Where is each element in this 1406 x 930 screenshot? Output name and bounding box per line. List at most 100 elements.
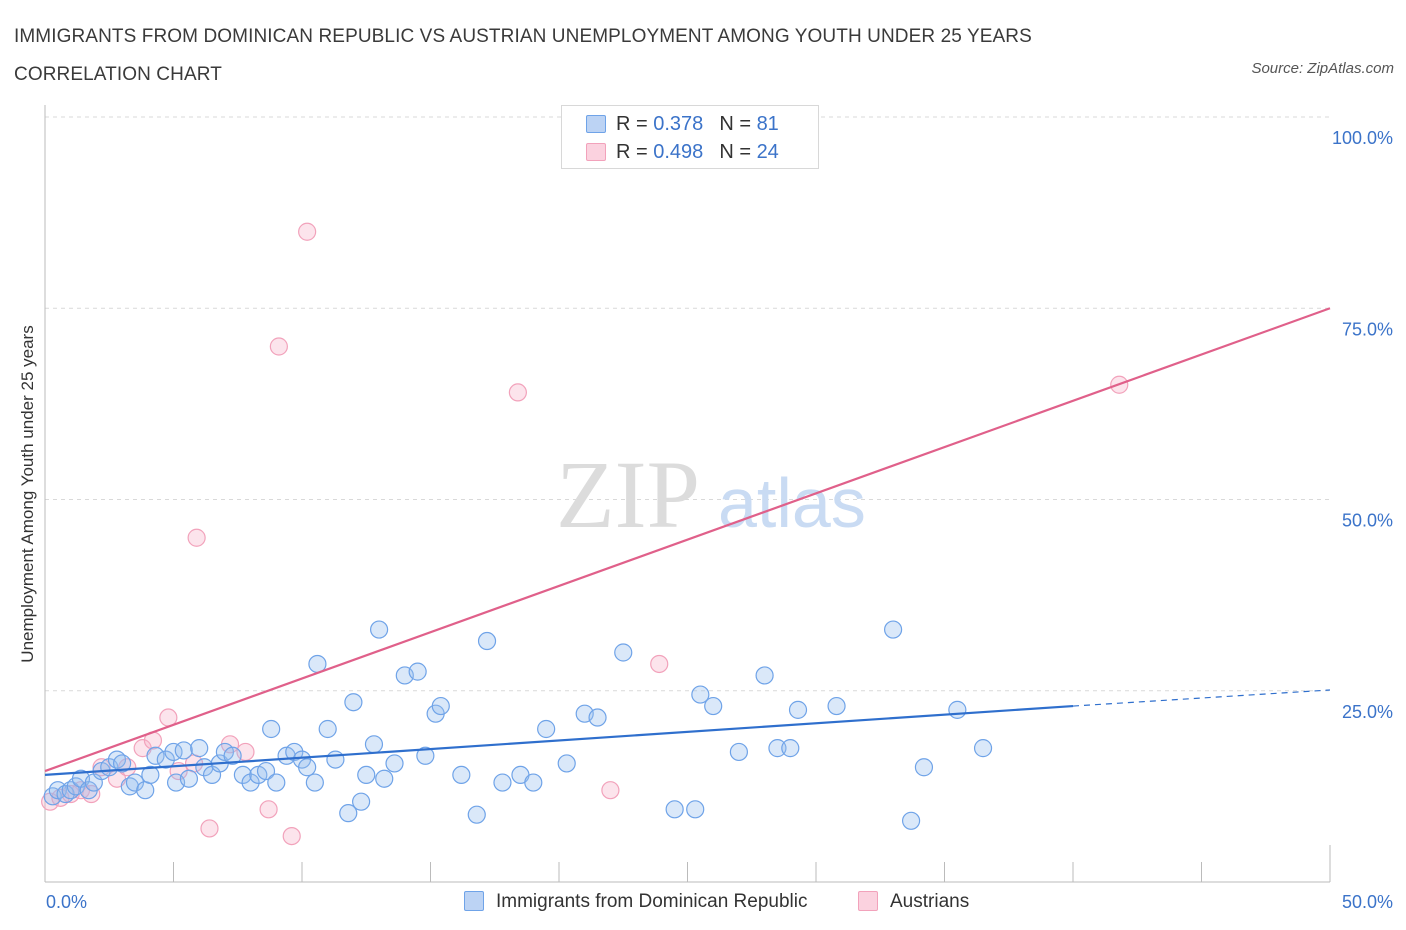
data-point-dominican <box>691 685 710 704</box>
data-point-dominican <box>262 719 281 739</box>
data-point-austrians <box>650 654 669 674</box>
tick-labels: 25.0% 50.0% 75.0% 100.0% 0.0% 50.0% <box>46 128 1393 912</box>
legend-n-label: N = <box>719 141 751 163</box>
data-point-dominican <box>267 773 286 792</box>
trend-lines <box>44 307 1331 776</box>
bottom-legend-austrians: Austrians <box>858 888 969 916</box>
data-point-dominican <box>416 746 435 765</box>
data-point-dominican <box>704 696 723 716</box>
data-point-dominican <box>112 754 132 773</box>
data-point-dominican <box>190 739 209 758</box>
data-point-austrians <box>200 819 219 838</box>
bottom-legend-swatch-austrians <box>858 891 878 911</box>
data-point-dominican <box>344 693 363 712</box>
gridlines <box>45 116 1330 692</box>
legend-n-value: 81 <box>756 113 779 135</box>
data-point-dominican <box>318 719 337 739</box>
data-point-dominican <box>305 773 324 792</box>
data-point-dominican <box>141 765 160 785</box>
data-point-dominican <box>352 792 371 811</box>
data-point-dominican <box>375 769 394 788</box>
data-point-austrians <box>282 826 301 846</box>
data-point-dominican <box>948 700 967 719</box>
legend-row-austrians: R = 0.498 N = 24 <box>586 139 795 165</box>
bottom-legend-label-austrians: Austrians <box>890 891 970 912</box>
y-tick-label: 100.0% <box>1332 128 1393 148</box>
y-tick-label: 50.0% <box>1342 511 1393 531</box>
legend-swatch-dominican <box>586 115 606 133</box>
data-point-dominican <box>370 620 389 639</box>
data-point-dominican <box>588 708 607 727</box>
data-point-dominican <box>973 739 993 758</box>
data-point-dominican <box>339 804 358 823</box>
data-point-dominican <box>223 746 242 765</box>
data-point-dominican <box>241 773 260 792</box>
data-point-dominican <box>788 700 808 719</box>
data-point-dominican <box>298 758 317 777</box>
watermark: ZIP atlas <box>556 441 866 548</box>
y-tick-label: 75.0% <box>1342 319 1393 339</box>
legend-r-value: 0.378 <box>653 113 704 135</box>
axes <box>44 105 1331 883</box>
data-point-dominican <box>477 631 497 651</box>
data-point-dominican <box>431 696 450 716</box>
bottom-legend-swatch-dominican <box>464 891 484 911</box>
legend-row-dominican: R = 0.378 N = 81 <box>586 111 795 137</box>
data-point-dominican <box>729 742 749 762</box>
data-point-dominican <box>146 746 165 765</box>
data-point-dominican <box>537 719 556 739</box>
data-point-dominican <box>233 765 252 785</box>
data-point-dominican <box>901 811 921 830</box>
data-point-austrians <box>269 337 288 356</box>
legend-swatch-austrians <box>586 143 606 161</box>
data-point-dominican <box>125 773 145 792</box>
trend-line-dominican <box>44 704 1074 776</box>
data-point-dominican <box>256 761 276 781</box>
data-point-dominican <box>686 800 705 819</box>
data-point-dominican <box>827 696 846 716</box>
data-point-dominican <box>179 769 199 788</box>
data-point-dominican <box>285 742 304 762</box>
data-point-dominican <box>326 750 345 769</box>
legend-n-value: 24 <box>756 141 779 163</box>
data-point-dominican <box>614 643 633 662</box>
data-point-dominican <box>385 754 404 773</box>
data-point-dominican <box>493 773 512 792</box>
data-point-dominican <box>768 739 787 758</box>
legend-r-value: 0.498 <box>653 141 704 163</box>
data-point-dominican <box>364 735 384 754</box>
data-point-dominican <box>883 620 903 639</box>
data-point-dominican <box>408 662 427 681</box>
bottom-legend-dominican: Immigrants from Dominican Republic <box>464 888 808 916</box>
legend-n-label: N = <box>719 113 751 135</box>
data-point-dominican <box>665 800 684 819</box>
y-axis-label: Unemployment Among Youth under 25 years <box>18 325 37 662</box>
data-point-dominican <box>781 739 800 758</box>
data-point-dominican <box>174 741 193 760</box>
data-point-austrians <box>259 800 278 819</box>
data-point-dominican <box>136 781 155 800</box>
data-point-dominican <box>156 750 175 769</box>
data-point-dominican <box>557 754 576 773</box>
watermark-zip: ZIP <box>556 441 700 548</box>
x-tick-label: 50.0% <box>1342 892 1393 912</box>
data-point-dominican <box>452 765 471 785</box>
trend-line-austrians <box>44 307 1331 773</box>
x-tick-label: 0.0% <box>46 892 87 912</box>
chart-source: Source: ZipAtlas.com <box>1251 60 1394 77</box>
legend-r-label: R = <box>616 141 648 163</box>
trend-line-dominican-extension <box>1072 689 1331 707</box>
data-point-austrians <box>187 528 206 547</box>
series-dominican-republic <box>43 620 993 830</box>
data-point-austrians <box>508 383 527 402</box>
data-point-austrians <box>601 781 620 800</box>
data-point-dominican <box>524 773 543 792</box>
chart-title: IMMIGRANTS FROM DOMINICAN REPUBLIC VS AU… <box>14 26 1032 85</box>
data-point-dominican <box>467 805 486 824</box>
data-point-dominican <box>914 758 934 777</box>
data-point-dominican <box>755 666 774 685</box>
data-point-austrians <box>298 222 317 241</box>
bottom-legend-label-dominican: Immigrants from Dominican Republic <box>496 891 808 912</box>
data-point-dominican <box>357 765 376 785</box>
